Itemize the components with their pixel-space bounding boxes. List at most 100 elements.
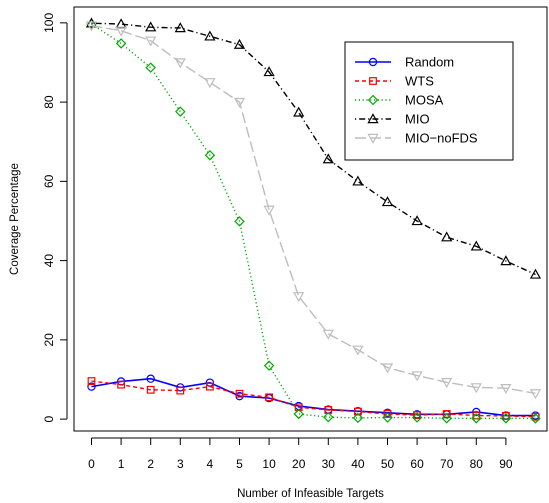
series-line	[91, 22, 536, 276]
data-point	[470, 240, 482, 251]
data-point	[206, 382, 214, 391]
data-point	[234, 216, 245, 227]
y-tick-label: 100	[42, 13, 56, 33]
x-tick-label: 2	[147, 457, 154, 471]
data-point	[470, 383, 482, 394]
data-point	[293, 292, 305, 303]
data-point	[233, 97, 246, 108]
x-tick-label: 30	[322, 457, 336, 471]
data-point	[263, 205, 275, 216]
data-point	[145, 36, 157, 47]
data-point	[204, 78, 216, 89]
x-tick-label: 50	[381, 457, 395, 471]
data-point	[381, 196, 394, 207]
plot-border	[73, 6, 548, 432]
data-point	[411, 215, 423, 226]
data-point	[472, 411, 481, 420]
data-point	[176, 386, 185, 395]
series-line	[91, 24, 536, 395]
x-tick-label: 70	[440, 457, 454, 471]
data-point	[500, 255, 512, 266]
data-point	[115, 38, 127, 49]
data-point	[500, 384, 512, 395]
legend-label: WTS	[405, 74, 434, 89]
data-point	[233, 38, 246, 49]
y-tick-label: 80	[42, 95, 56, 109]
data-point	[413, 411, 421, 420]
series-random	[87, 374, 540, 420]
legend-marker	[368, 57, 378, 67]
data-point	[204, 30, 216, 41]
x-tick-label: 4	[207, 457, 214, 471]
data-point	[411, 371, 423, 382]
data-point	[383, 410, 392, 418]
legend-marker	[367, 94, 379, 106]
series-line	[91, 380, 536, 418]
data-point	[174, 58, 186, 69]
series-line	[91, 377, 536, 417]
data-point	[381, 363, 394, 374]
data-point	[204, 149, 216, 161]
data-point	[352, 175, 364, 186]
data-point	[441, 231, 453, 242]
data-point	[263, 360, 275, 371]
y-tick-label: 40	[42, 254, 56, 268]
series-layer	[85, 17, 542, 424]
data-point	[322, 329, 334, 340]
data-point	[411, 412, 423, 423]
series-mio-nofds	[85, 21, 542, 400]
data-point	[293, 408, 304, 420]
series-mosa	[86, 18, 541, 424]
x-tick-label: 80	[470, 457, 484, 471]
data-point	[500, 413, 512, 424]
x-axis: 0 1 2 3 4 5 10 20 30 40 50 60 70 80 90	[88, 437, 513, 471]
data-point	[265, 393, 273, 402]
data-point	[322, 153, 334, 164]
series-mio	[85, 17, 542, 279]
data-point	[145, 21, 157, 32]
legend-label: MOSA	[405, 93, 444, 108]
legend-marker	[367, 113, 379, 124]
data-point	[87, 377, 96, 385]
data-point	[294, 403, 303, 412]
y-tick-label: 0	[42, 415, 56, 422]
data-point	[530, 413, 541, 424]
legend-label: MIO−noFDS	[405, 131, 478, 146]
data-point	[471, 413, 482, 424]
data-point	[442, 410, 451, 418]
x-tick-label: 1	[118, 457, 125, 471]
data-point	[529, 268, 542, 279]
y-axis: 0 20 40 60 80 100	[42, 13, 68, 422]
data-point	[323, 411, 334, 423]
data-point	[441, 413, 452, 424]
x-tick-label: 20	[292, 457, 306, 471]
x-tick-label: 40	[351, 457, 365, 471]
data-point	[382, 412, 393, 423]
data-point	[354, 407, 362, 416]
data-point	[85, 21, 98, 32]
y-axis-title: Coverage Percentage	[9, 163, 21, 275]
data-point	[117, 380, 126, 389]
data-point	[175, 106, 186, 117]
y-tick-label: 20	[42, 333, 56, 347]
x-tick-label: 3	[177, 457, 184, 471]
x-tick-label: 60	[410, 457, 424, 471]
data-point	[115, 26, 127, 37]
data-point	[263, 66, 275, 77]
x-tick-label: 90	[499, 457, 513, 471]
x-tick-label: 5	[236, 457, 243, 471]
data-point	[352, 412, 364, 424]
legend-label: Random	[405, 55, 454, 70]
data-point	[145, 62, 156, 73]
data-point	[115, 18, 127, 29]
data-point	[87, 382, 96, 391]
data-point	[352, 345, 364, 356]
x-tick-label: 10	[262, 457, 276, 471]
legend-label: MIO	[405, 112, 430, 127]
x-axis-title: Number of Infeasible Targets	[237, 488, 384, 500]
legend: Random WTS MOSA MIO MIO−noFDS	[344, 41, 514, 161]
data-point	[174, 22, 186, 33]
data-point	[235, 389, 244, 398]
data-point	[502, 412, 510, 420]
